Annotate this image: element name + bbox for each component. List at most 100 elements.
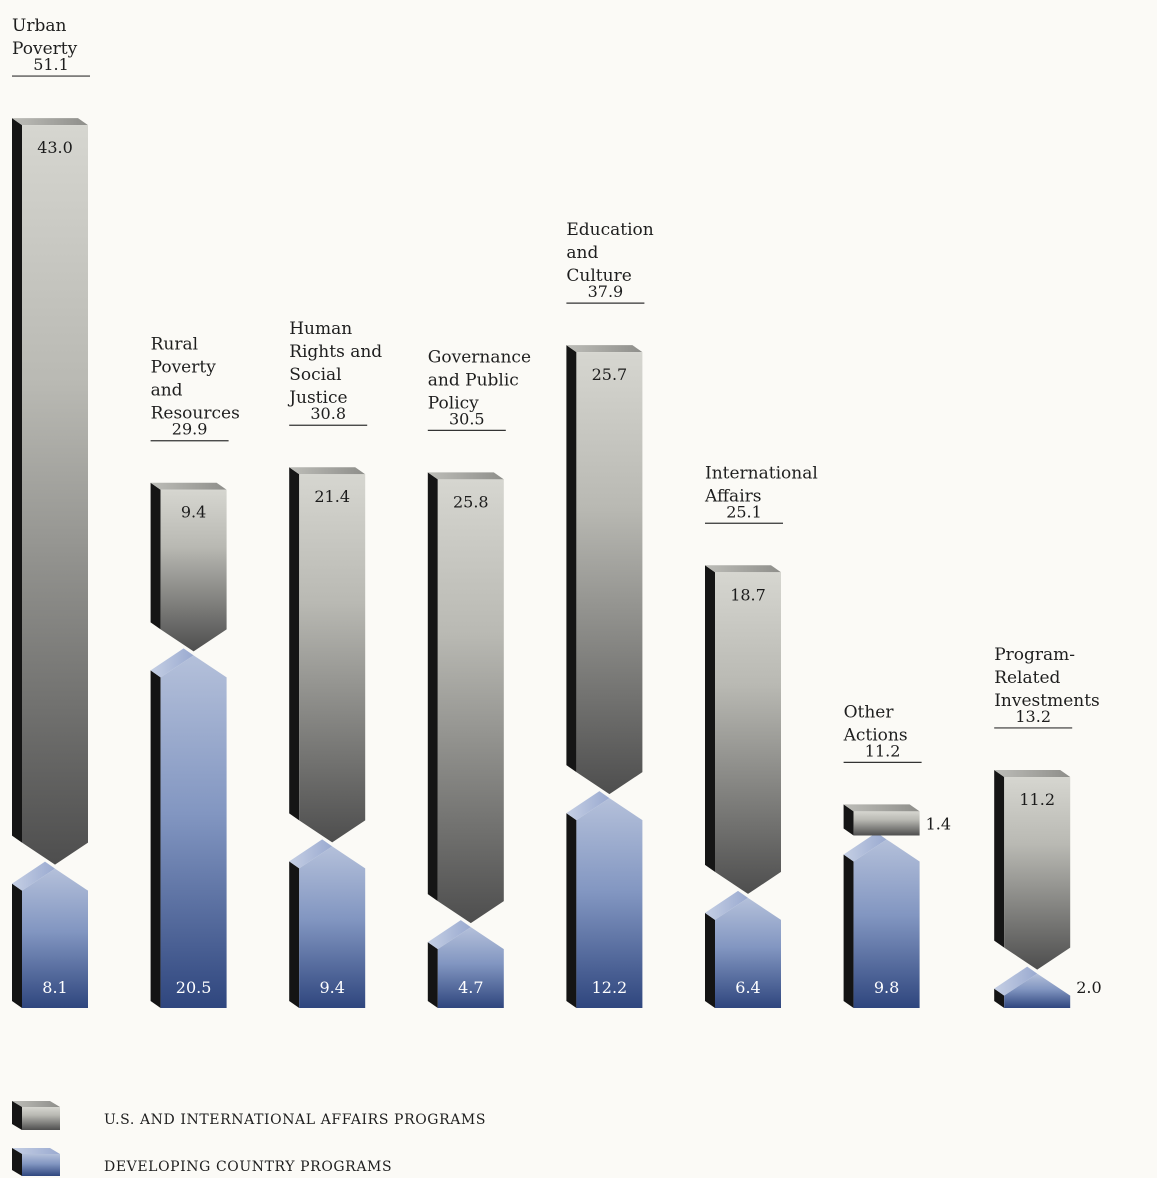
bar-developing-urban-poverty: [22, 868, 88, 1008]
bar-top-developing-education-and-culture: [566, 791, 610, 821]
bar-side-developing-education-and-culture: [566, 813, 577, 1008]
category-label-line: Program-: [994, 645, 1075, 665]
value-label-us-education-and-culture: 25.7: [592, 365, 628, 384]
total-label-program-related-investments: 13.2: [1015, 707, 1051, 726]
category-label-urban-poverty: Urban Poverty: [12, 16, 78, 59]
bar-top-us-human-rights-and-social-justice: [289, 467, 366, 475]
labels-layer: 43.0 8.1 51.1 Urban Poverty 9.4 20.5 29.9 Rural P…: [12, 16, 1102, 997]
category-label-line: Urban: [12, 16, 66, 36]
total-label-human-rights-and-social-justice: 30.8: [310, 404, 346, 423]
bar-side-developing-other-actions: [843, 854, 854, 1008]
category-label-line: Affairs: [704, 486, 761, 506]
value-label-us-international-affairs: 18.7: [730, 585, 766, 604]
total-label-rural-poverty-and-resources: 29.9: [172, 420, 208, 439]
category-label-line: International: [705, 463, 818, 483]
value-label-us-urban-poverty: 43.0: [37, 138, 73, 157]
value-label-developing-program-related-investments: 2.0: [1076, 978, 1101, 997]
legend: U.S. AND INTERNATIONAL AFFAIRS PROGRAMS …: [12, 1101, 486, 1176]
bar-top-us-governance-and-public-policy: [427, 472, 504, 480]
bar-group-human-rights-and-social-justice: [289, 467, 366, 1008]
legend-label-us-programs: U.S. AND INTERNATIONAL AFFAIRS PROGRAMS: [104, 1112, 486, 1128]
category-label-line: Culture: [566, 266, 631, 286]
value-label-us-governance-and-public-policy: 25.8: [453, 492, 489, 511]
bar-side-us-urban-poverty: [12, 118, 22, 843]
bar-group-other-actions: [843, 804, 920, 1008]
bar-us-urban-poverty: [22, 125, 88, 865]
total-label-education-and-culture: 37.9: [588, 282, 624, 301]
value-label-developing-other-actions: 9.8: [874, 978, 899, 997]
bar-side-us-governance-and-public-policy: [427, 472, 438, 902]
category-label-line: Actions: [843, 725, 908, 745]
category-label-line: Human: [289, 319, 352, 339]
category-label-line: Social: [289, 365, 341, 385]
value-label-developing-education-and-culture: 12.2: [592, 978, 628, 997]
legend-item-us-programs: U.S. AND INTERNATIONAL AFFAIRS PROGRAMS: [12, 1101, 486, 1130]
category-label-line: Other: [844, 702, 895, 722]
category-label-line: Investments: [994, 691, 1100, 711]
bar-top-developing-urban-poverty: [12, 861, 55, 891]
category-label-international-affairs: International Affairs: [704, 463, 818, 506]
value-label-developing-international-affairs: 6.4: [735, 978, 760, 997]
category-label-line: Related: [994, 668, 1060, 688]
bar-top-us-other-actions: [843, 804, 920, 812]
bar-side-developing-urban-poverty: [12, 883, 22, 1008]
bar-top-us-education-and-culture: [566, 345, 643, 353]
bar-group-governance-and-public-policy: [427, 472, 504, 1008]
bar-top-us-program-related-investments: [994, 769, 1071, 777]
bar-side-developing-human-rights-and-social-justice: [289, 861, 300, 1008]
category-label-line: and Public: [428, 370, 519, 390]
value-label-developing-urban-poverty: 8.1: [42, 978, 67, 997]
bar-top-us-international-affairs: [705, 565, 781, 573]
bar-side-developing-program-related-investments: [994, 988, 1005, 1008]
category-label-line: Justice: [287, 388, 347, 408]
total-label-governance-and-public-policy: 30.5: [449, 409, 485, 428]
legend-item-developing-programs: DEVELOPING COUNTRY PROGRAMS: [12, 1148, 392, 1176]
total-label-urban-poverty: 51.1: [33, 55, 69, 74]
value-label-us-other-actions: 1.4: [926, 814, 951, 833]
bar-developing-program-related-investments: [1004, 973, 1071, 1008]
bar-group-urban-poverty: [12, 118, 88, 1008]
bar-developing-human-rights-and-social-justice: [299, 846, 366, 1008]
bar-top-developing-governance-and-public-policy: [427, 920, 471, 950]
bar-top-developing-program-related-investments: [994, 966, 1038, 996]
bar-top-developing-international-affairs: [705, 890, 748, 920]
category-label-line: Poverty: [151, 358, 217, 378]
legend-swatch-us-programs-side: [12, 1101, 22, 1130]
category-label-human-rights-and-social-justice: Human Rights and Social Justice: [287, 319, 382, 408]
bar-side-developing-rural-poverty-and-resources: [150, 670, 161, 1008]
bar-developing-governance-and-public-policy: [437, 927, 504, 1008]
bar-group-international-affairs: [705, 565, 781, 1008]
bar-side-us-program-related-investments: [994, 769, 1005, 948]
value-label-developing-rural-poverty-and-resources: 20.5: [176, 978, 212, 997]
legend-swatch-us-programs-face: [22, 1107, 60, 1130]
legend-swatch-developing-programs: [12, 1148, 60, 1154]
total-label-international-affairs: 25.1: [726, 502, 762, 521]
bar-developing-education-and-culture: [576, 798, 643, 1008]
bar-top-us-urban-poverty: [12, 118, 88, 126]
category-label-rural-poverty-and-resources: Rural Poverty and Resources: [151, 335, 240, 424]
bar-us-human-rights-and-social-justice: [299, 474, 366, 843]
bar-side-developing-governance-and-public-policy: [427, 942, 438, 1008]
legend-swatch-us-programs: [12, 1101, 60, 1107]
bar-us-rural-poverty-and-resources: [160, 489, 227, 652]
bar-top-developing-human-rights-and-social-justice: [289, 839, 333, 869]
bar-group-program-related-investments: [994, 769, 1071, 1008]
category-label-governance-and-public-policy: Governance and Public Policy: [428, 347, 531, 413]
bar-side-us-human-rights-and-social-justice: [289, 467, 300, 821]
legend-swatch-developing-programs-face: [22, 1154, 60, 1176]
bar-group-education-and-culture: [566, 345, 643, 1008]
category-label-line: Rights and: [289, 342, 382, 362]
bar-top-developing-other-actions: [843, 832, 887, 862]
category-label-other-actions: Other Actions: [843, 702, 908, 745]
bar-side-us-education-and-culture: [566, 345, 577, 773]
legend-swatch-developing-programs-side: [12, 1148, 22, 1176]
bar-us-international-affairs: [715, 572, 781, 894]
bar-us-other-actions: [853, 811, 920, 836]
bar-group-rural-poverty-and-resources: [150, 482, 227, 1008]
legend-label-developing-programs: DEVELOPING COUNTRY PROGRAMS: [104, 1159, 392, 1175]
category-label-line: Resources: [151, 404, 240, 424]
bar-developing-international-affairs: [715, 897, 781, 1008]
value-label-us-rural-poverty-and-resources: 9.4: [181, 503, 206, 522]
bar-side-us-other-actions: [843, 804, 854, 836]
